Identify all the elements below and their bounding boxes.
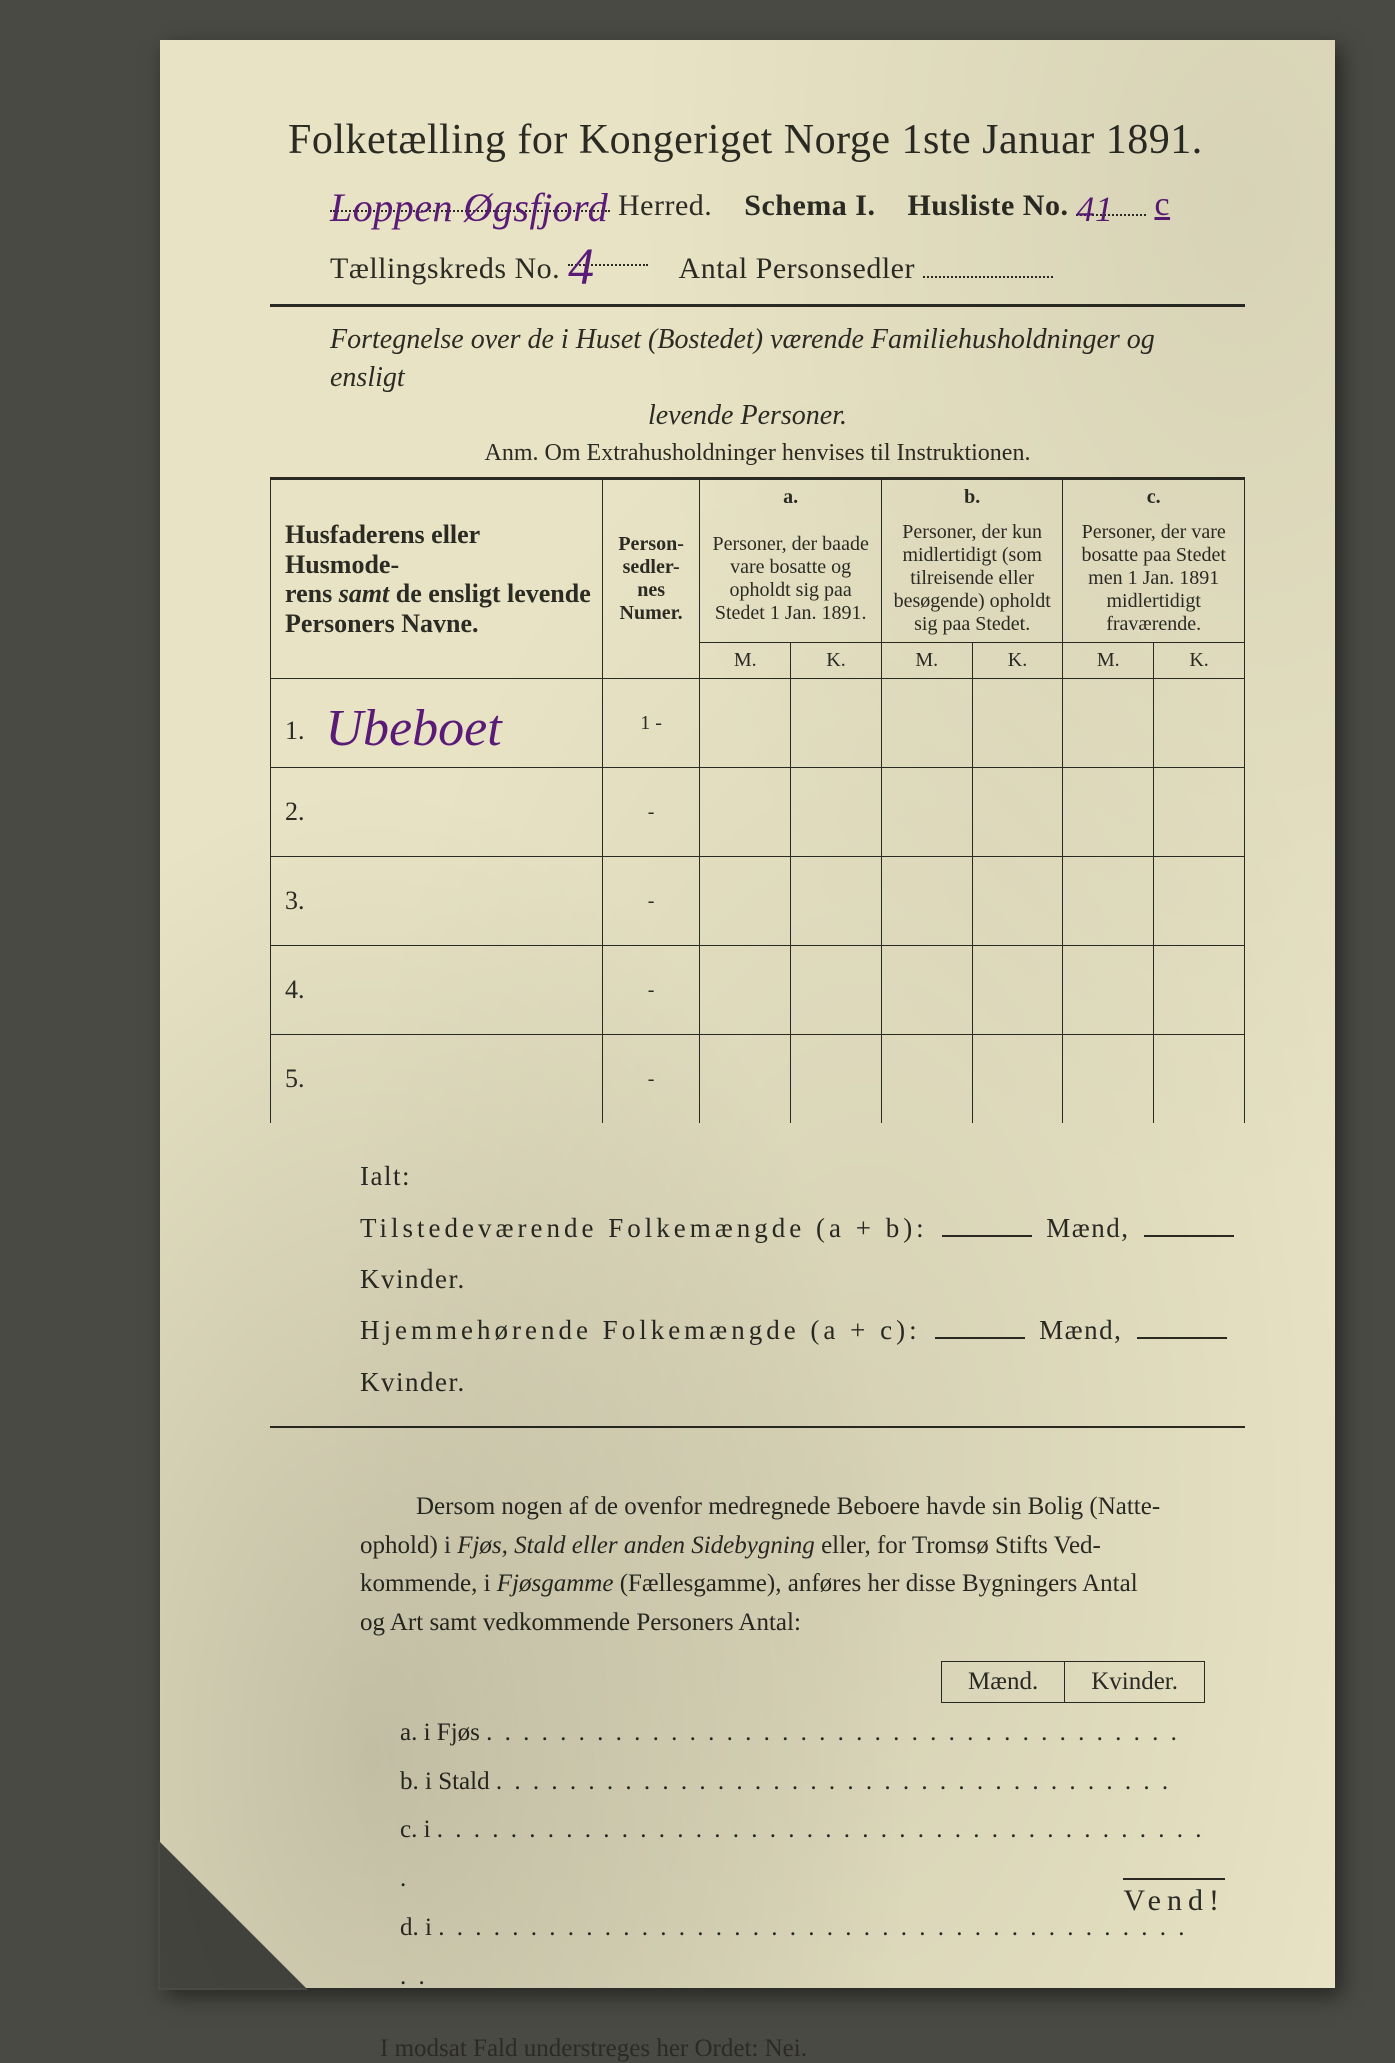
handwritten-husliste-suffix: c bbox=[1154, 186, 1170, 223]
col-group-a: a. bbox=[700, 479, 882, 516]
col-group-c: c. bbox=[1063, 479, 1245, 516]
table-row: 5. - bbox=[271, 1035, 1245, 1124]
vend-label: Vend! bbox=[1123, 1878, 1225, 1918]
nei-line: I modsat Fald understreges her Ordet: Ne… bbox=[380, 2035, 1245, 2063]
maend-label: Mænd, bbox=[1039, 1315, 1122, 1345]
abcd-list: a. i Fjøs . . . . . . . . . . . . . . . … bbox=[400, 1709, 1205, 2002]
blank-field bbox=[1137, 1337, 1227, 1339]
col-header-name: Husfaderens eller Husmode-rens samt de e… bbox=[271, 479, 603, 679]
row-number: 4. bbox=[285, 975, 319, 1005]
table-row: 1. Ubeboet 1 - bbox=[271, 679, 1245, 768]
ialt-label: Ialt: bbox=[360, 1151, 1245, 1202]
tilstede-label: Tilstedeværende Folkemængde (a + b): bbox=[360, 1213, 928, 1243]
col-b-m: M. bbox=[881, 643, 972, 679]
handwritten-husliste-no: 41 bbox=[1076, 189, 1113, 229]
row-number: 5. bbox=[285, 1064, 319, 1094]
col-b-k: K. bbox=[972, 643, 1063, 679]
col-c-m: M. bbox=[1063, 643, 1154, 679]
col-desc-c: Personer, der vare bosatte paa Stedet me… bbox=[1063, 515, 1245, 643]
blank-field bbox=[1144, 1235, 1234, 1237]
page-backdrop: Folketælling for Kongeriget Norge 1ste J… bbox=[0, 0, 1395, 2048]
husliste-label: Husliste No. bbox=[907, 189, 1068, 222]
kvinder-label: Kvinder. bbox=[360, 1264, 466, 1294]
census-table: Husfaderens eller Husmode-rens samt de e… bbox=[270, 477, 1245, 1123]
census-form-paper: Folketælling for Kongeriget Norge 1ste J… bbox=[160, 40, 1335, 1988]
handwritten-kreds-no: 4 bbox=[568, 239, 595, 296]
rule-2 bbox=[270, 1426, 1245, 1428]
dog-ear-corner bbox=[158, 1840, 308, 1990]
header-line-kreds: Tællingskreds No. 4 Antal Personsedler bbox=[330, 232, 1245, 286]
col-desc-a: Personer, der baade vare bosatte og opho… bbox=[700, 515, 882, 643]
mk-maend: Mænd. bbox=[941, 1661, 1065, 1703]
schema-label: Schema I. bbox=[744, 189, 875, 222]
form-title: Folketælling for Kongeriget Norge 1ste J… bbox=[288, 116, 1245, 164]
mk-kvinder: Kvinder. bbox=[1065, 1661, 1205, 1703]
kreds-label: Tællingskreds No. bbox=[330, 252, 560, 285]
cell-numer: 1 - bbox=[602, 679, 700, 768]
totals-block: Ialt: Tilstedeværende Folkemængde (a + b… bbox=[360, 1151, 1245, 1407]
row-number: 2. bbox=[285, 797, 319, 827]
handwritten-name: Ubeboet bbox=[326, 700, 502, 757]
cell-numer: - bbox=[602, 1035, 700, 1124]
anm-note: Anm. Om Extrahusholdninger henvises til … bbox=[270, 440, 1245, 467]
cell-numer: - bbox=[602, 857, 700, 946]
handwritten-herred: Loppen Øgsfjord bbox=[330, 185, 608, 230]
abcd-row-a: a. i Fjøs . . . . . . . . . . . . . . . … bbox=[400, 1709, 1205, 1758]
subtitle-line1a: Fortegnelse over de i Huset (Bostedet) v… bbox=[330, 324, 1155, 393]
col-c-k: K. bbox=[1154, 643, 1245, 679]
blank-field bbox=[935, 1337, 1025, 1339]
hjemme-label: Hjemmehørende Folkemængde (a + c): bbox=[360, 1315, 921, 1345]
header-line-herred: Loppen Øgsfjord Herred. Schema I. Huslis… bbox=[330, 178, 1245, 224]
kvinder-label: Kvinder. bbox=[360, 1367, 466, 1397]
col-a-m: M. bbox=[700, 643, 791, 679]
table-row: 2. - bbox=[271, 768, 1245, 857]
blank-field bbox=[942, 1235, 1032, 1237]
rule-1 bbox=[270, 304, 1245, 307]
col-desc-b: Personer, der kun midlertidigt (som tilr… bbox=[881, 515, 1063, 643]
cell-numer: - bbox=[602, 768, 700, 857]
table-row: 4. - bbox=[271, 946, 1245, 1035]
row-number: 3. bbox=[285, 886, 319, 916]
col-group-b: b. bbox=[881, 479, 1063, 516]
abcd-row-b: b. i Stald . . . . . . . . . . . . . . .… bbox=[400, 1758, 1205, 1807]
col-a-k: K. bbox=[791, 643, 882, 679]
personsedler-label: Antal Personsedler bbox=[679, 252, 915, 285]
abcd-row-c: c. i . . . . . . . . . . . . . . . . . .… bbox=[400, 1806, 1205, 1904]
building-paragraph: Dersom nogen af de ovenfor medregnede Be… bbox=[360, 1488, 1205, 1643]
table-row: 3. - bbox=[271, 857, 1245, 946]
subtitle-line1b: levende Personer. bbox=[330, 397, 1165, 435]
maend-label: Mænd, bbox=[1046, 1213, 1129, 1243]
row-number: 1. bbox=[285, 716, 319, 746]
col-header-numer: Person-sedler-nesNumer. bbox=[602, 479, 700, 679]
herred-label: Herred. bbox=[618, 189, 712, 222]
mk-mini-header: Mænd. Kvinder. bbox=[270, 1661, 1205, 1703]
subtitle: Fortegnelse over de i Huset (Bostedet) v… bbox=[330, 321, 1165, 434]
abcd-row-d: d. i . . . . . . . . . . . . . . . . . .… bbox=[400, 1904, 1205, 2002]
census-table-body: 1. Ubeboet 1 - 2. - 3. - 4. bbox=[271, 679, 1245, 1124]
cell-numer: - bbox=[602, 946, 700, 1035]
